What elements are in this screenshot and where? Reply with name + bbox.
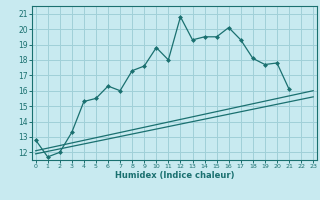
X-axis label: Humidex (Indice chaleur): Humidex (Indice chaleur) [115,171,234,180]
